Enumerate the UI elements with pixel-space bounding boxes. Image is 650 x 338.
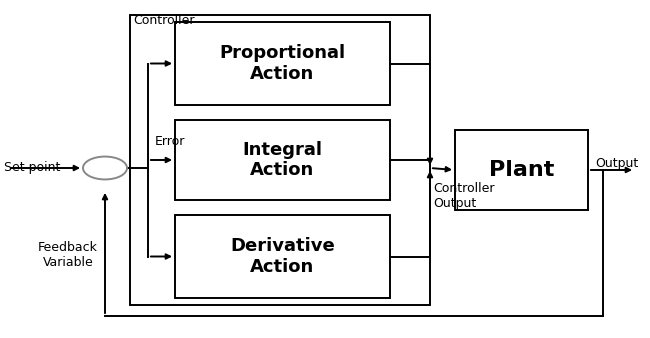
Text: Plant: Plant (489, 160, 554, 180)
Text: Proportional
Action: Proportional Action (220, 44, 346, 83)
Text: Controller: Controller (133, 14, 194, 27)
Text: Feedback
Variable: Feedback Variable (38, 241, 98, 269)
Bar (455, 130, 588, 210)
Bar (175, 120, 390, 200)
Text: Integral
Action: Integral Action (242, 141, 322, 179)
Text: Output: Output (595, 156, 638, 169)
Circle shape (83, 156, 127, 179)
Text: Set point: Set point (4, 162, 60, 174)
Text: Error: Error (155, 135, 185, 148)
Text: Derivative
Action: Derivative Action (230, 237, 335, 276)
Bar (175, 215, 390, 298)
Bar (130, 15, 430, 305)
Text: Controller
Output: Controller Output (433, 182, 495, 210)
Bar (175, 22, 390, 105)
